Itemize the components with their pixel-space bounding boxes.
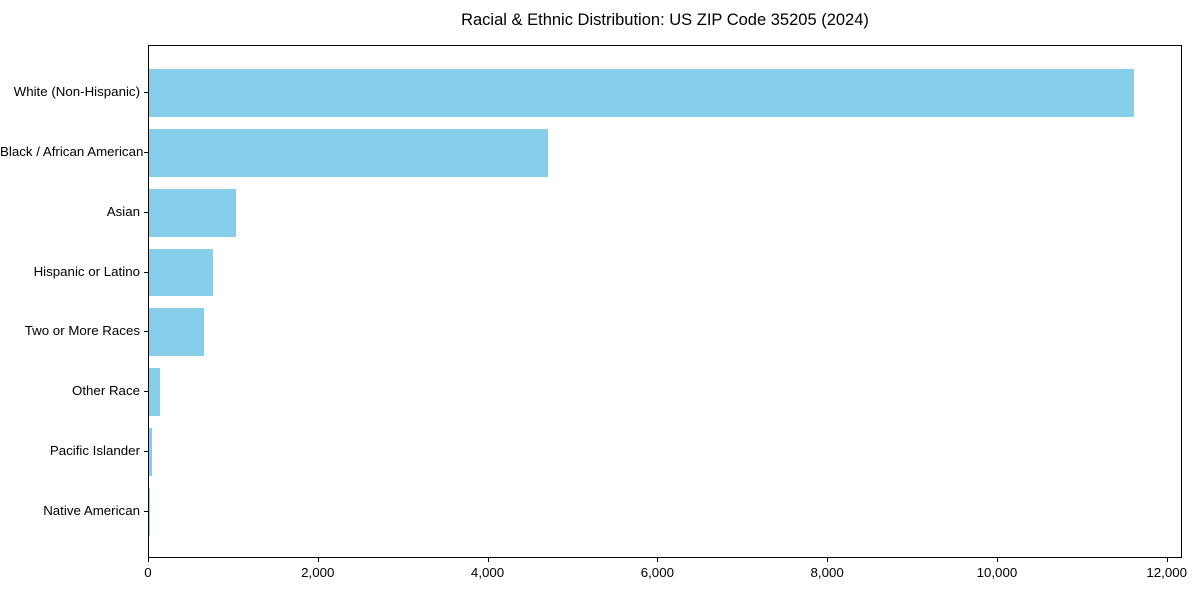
x-tick-label: 0 <box>144 565 152 580</box>
chart-title: Racial & Ethnic Distribution: US ZIP Cod… <box>461 11 869 29</box>
x-tick <box>996 558 998 562</box>
x-tick-label: 8,000 <box>810 565 844 580</box>
y-tick <box>144 271 148 273</box>
bar-black-african-american <box>149 129 548 177</box>
x-tick-label: 6,000 <box>640 565 674 580</box>
y-tick-label: Two or More Races <box>24 323 140 339</box>
bar-pacific-islander <box>149 428 152 476</box>
x-tick <box>827 558 829 562</box>
y-tick <box>144 331 148 333</box>
x-tick <box>317 558 319 562</box>
bar-native-american <box>149 487 150 536</box>
y-tick <box>144 450 148 452</box>
y-tick <box>144 510 148 512</box>
y-tick <box>144 92 148 94</box>
x-tick-label: 2,000 <box>301 565 335 580</box>
y-tick-label: Native American <box>43 502 140 518</box>
bar-other-race <box>149 368 161 417</box>
bar-hispanic-or-latino <box>149 248 213 297</box>
x-tick <box>657 558 659 562</box>
x-tick <box>487 558 489 562</box>
y-tick-label: White (Non-Hispanic) <box>13 84 140 100</box>
x-tick-label: 10,000 <box>976 565 1018 580</box>
y-tick-label: Pacific Islander <box>49 442 140 458</box>
x-tick <box>148 558 149 562</box>
bar-white-non-hispanic <box>149 69 1134 118</box>
y-tick-label: Hispanic or Latino <box>33 263 140 279</box>
y-tick-label: Other Race <box>72 383 140 399</box>
y-tick <box>144 152 148 154</box>
x-tick-label: 4,000 <box>470 565 505 580</box>
y-tick-label: Asian <box>106 203 140 219</box>
bar-two-or-more-races <box>149 308 205 357</box>
x-tick-label: 12,000 <box>1146 565 1188 580</box>
y-tick <box>144 211 148 213</box>
plot-area <box>148 45 1182 558</box>
bar-asian <box>149 188 236 237</box>
x-tick <box>1166 558 1168 562</box>
y-tick-label: Black / African American <box>0 144 144 160</box>
y-tick <box>144 391 148 393</box>
